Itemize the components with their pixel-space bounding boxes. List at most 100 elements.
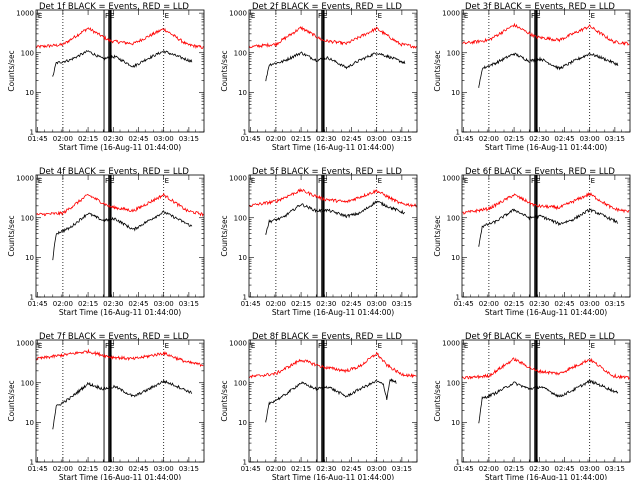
x-tick-label: 02:30: [316, 300, 336, 308]
x-tick-label: 03:00: [154, 465, 174, 473]
y-tick-label: 10: [238, 419, 247, 427]
x-tick-label: 02:00: [53, 465, 73, 473]
y-axis-label: Counts/sec: [7, 50, 16, 91]
x-tick-label: 02:00: [479, 300, 499, 308]
x-tick-label: 02:45: [341, 300, 361, 308]
events-series: [265, 200, 405, 235]
marker-letter: F: [318, 342, 322, 350]
x-axis-label: Start Time (16-Aug-11 01:44:00): [485, 473, 607, 480]
marker-letter: E: [323, 177, 327, 185]
events-series: [478, 52, 619, 88]
y-tick-label: 10: [25, 89, 34, 97]
x-tick-label: 02:15: [291, 465, 311, 473]
y-tick-label: 100: [447, 379, 460, 387]
x-tick-label: 01:45: [454, 135, 474, 143]
y-tick-label: 100: [21, 49, 34, 57]
x-tick-label: 03:00: [580, 135, 600, 143]
marker-letter: E: [38, 12, 42, 20]
y-tick-label: 1000: [229, 10, 247, 18]
x-tick-label: 02:30: [316, 135, 336, 143]
x-tick-label: 02:15: [78, 465, 98, 473]
marker-letter: E: [536, 12, 540, 20]
y-axis-label: Counts/sec: [7, 380, 16, 421]
plot-frame: [35, 174, 205, 298]
marker-letter: E: [165, 342, 169, 350]
x-axis-label: Start Time (16-Aug-11 01:44:00): [272, 308, 394, 317]
x-tick-label: 02:00: [266, 465, 286, 473]
x-tick-label: 02:45: [128, 135, 148, 143]
panel-title: Det 8f BLACK = Events, RED = LLD: [252, 332, 402, 342]
y-axis-label: Counts/sec: [220, 50, 229, 91]
x-tick-label: 03:15: [392, 465, 412, 473]
y-axis-label: Counts/sec: [7, 215, 16, 256]
marker-letter: F: [105, 342, 109, 350]
events-series: [52, 50, 193, 77]
y-axis-label: Counts/sec: [220, 380, 229, 421]
marker-letter: E: [464, 342, 468, 350]
marker-letter: E: [464, 177, 468, 185]
marker-letter: F: [105, 12, 109, 20]
x-tick-label: 03:15: [179, 135, 199, 143]
marker-letter: E: [251, 177, 255, 185]
lld-series: [36, 348, 204, 368]
events-series: [265, 51, 406, 82]
plot-frame: [461, 339, 631, 463]
x-tick-label: 02:15: [78, 135, 98, 143]
marker-letter: E: [591, 177, 595, 185]
panel-title: Det 6f BLACK = Events, RED = LLD: [465, 167, 615, 177]
panel-title: Det 5f BLACK = Events, RED = LLD: [252, 167, 402, 177]
plot-frame: [248, 174, 418, 298]
panel-title: Det 4f BLACK = Events, RED = LLD: [39, 167, 189, 177]
x-axis-label: Start Time (16-Aug-11 01:44:00): [272, 143, 394, 152]
marker-letter: E: [591, 12, 595, 20]
marker-letter: E: [110, 177, 114, 185]
x-tick-label: 01:45: [241, 300, 261, 308]
x-tick-label: 02:45: [341, 465, 361, 473]
y-tick-label: 10: [25, 419, 34, 427]
x-tick-label: 02:00: [266, 300, 286, 308]
marker-letter: E: [165, 177, 169, 185]
x-tick-label: 02:30: [529, 465, 549, 473]
y-tick-label: 1000: [16, 175, 34, 183]
y-tick-label: 1: [456, 129, 460, 137]
y-tick-label: 1000: [442, 175, 460, 183]
x-tick-label: 03:00: [367, 300, 387, 308]
lld-series: [36, 192, 204, 218]
x-axis-label: Start Time (16-Aug-11 01:44:00): [59, 143, 181, 152]
marker-letter: E: [378, 342, 382, 350]
marker-letter: F: [105, 177, 109, 185]
y-tick-label: 1: [243, 294, 247, 302]
x-axis-label: Start Time (16-Aug-11 01:44:00): [485, 308, 607, 317]
x-tick-label: 02:45: [554, 135, 574, 143]
marker-letter: E: [110, 12, 114, 20]
y-tick-label: 1: [30, 129, 34, 137]
y-tick-label: 1: [243, 459, 247, 467]
lld-series: [249, 351, 417, 379]
events-series: [478, 379, 619, 424]
x-tick-label: 02:15: [291, 135, 311, 143]
marker-letter: F: [531, 12, 535, 20]
x-tick-label: 02:15: [504, 300, 524, 308]
x-tick-label: 03:00: [367, 465, 387, 473]
x-axis-label: Start Time (16-Aug-11 01:44:00): [59, 473, 181, 480]
y-tick-label: 100: [447, 49, 460, 57]
x-axis-label: Start Time (16-Aug-11 01:44:00): [59, 308, 181, 317]
marker-letter: E: [323, 342, 327, 350]
x-tick-label: 01:45: [454, 300, 474, 308]
x-tick-label: 01:45: [28, 465, 48, 473]
x-tick-label: 02:00: [479, 465, 499, 473]
x-tick-label: 02:30: [316, 465, 336, 473]
lld-series: [462, 357, 630, 381]
marker-letter: E: [378, 177, 382, 185]
